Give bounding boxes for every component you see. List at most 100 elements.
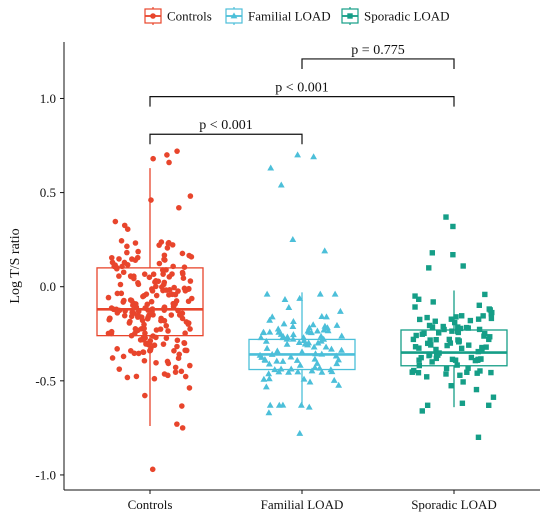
data-point — [117, 281, 124, 288]
data-point — [447, 340, 454, 346]
series-sporadic-load — [400, 214, 508, 440]
data-point — [149, 288, 156, 294]
data-point — [488, 315, 495, 322]
data-point — [289, 323, 297, 330]
data-point — [157, 326, 164, 332]
data-point — [141, 271, 148, 277]
data-point — [159, 267, 166, 273]
data-point — [313, 359, 321, 366]
data-point — [116, 256, 122, 262]
data-point — [165, 360, 172, 367]
data-point — [296, 429, 304, 436]
data-point — [121, 312, 128, 319]
data-point — [435, 352, 441, 358]
data-point — [181, 340, 188, 347]
data-point — [150, 271, 157, 278]
data-point — [290, 318, 297, 325]
data-point — [435, 330, 442, 336]
data-point — [284, 333, 291, 340]
data-point — [187, 278, 194, 284]
data-point — [158, 317, 164, 324]
legend: Controls Familial LOAD Sporadic LOAD — [144, 7, 450, 25]
data-point — [267, 164, 275, 171]
data-point — [486, 306, 492, 312]
data-point — [320, 335, 328, 342]
data-point — [453, 314, 459, 320]
data-point — [449, 356, 456, 363]
data-point — [336, 307, 344, 314]
y-tick-label: 1.0 — [40, 91, 56, 106]
p-value-label: p = 0.775 — [351, 43, 404, 58]
data-point — [265, 375, 273, 382]
data-point — [263, 344, 271, 351]
data-point — [127, 318, 133, 325]
data-point — [448, 316, 455, 322]
data-point — [257, 334, 265, 341]
data-point — [261, 356, 269, 363]
data-point — [147, 347, 153, 354]
data-point — [427, 337, 433, 343]
data-point — [290, 331, 297, 338]
data-point — [301, 340, 309, 347]
data-point — [137, 337, 144, 343]
data-point — [433, 355, 440, 362]
data-point — [443, 214, 449, 220]
data-point — [305, 403, 313, 410]
plot-area — [96, 148, 508, 473]
data-point — [309, 321, 317, 328]
data-point — [410, 336, 417, 343]
data-point — [321, 247, 329, 254]
data-point — [281, 296, 289, 303]
data-point — [118, 238, 125, 244]
data-point — [443, 371, 449, 377]
data-point — [455, 337, 461, 343]
data-point — [429, 359, 435, 365]
data-point — [294, 368, 302, 375]
comparison-bracket: p < 0.001 — [149, 81, 455, 107]
legend-label: Controls — [167, 9, 212, 24]
data-point — [259, 329, 267, 336]
comparison-bracket: p < 0.001 — [149, 118, 303, 145]
bracket-line — [149, 95, 455, 107]
data-point — [455, 329, 462, 336]
data-point — [155, 278, 162, 285]
data-point — [171, 348, 177, 354]
data-point — [446, 336, 452, 343]
data-point — [443, 365, 450, 372]
data-point — [489, 309, 495, 316]
data-point — [149, 466, 156, 473]
data-point — [277, 330, 285, 337]
data-point — [475, 434, 482, 440]
data-point — [148, 298, 155, 305]
data-point — [482, 330, 488, 337]
data-point — [428, 342, 434, 348]
data-point — [163, 335, 170, 341]
data-point — [170, 301, 177, 307]
data-point — [271, 366, 279, 373]
data-point — [457, 372, 463, 378]
data-point — [265, 409, 273, 416]
data-point — [263, 290, 271, 297]
data-point — [181, 264, 188, 270]
data-point — [295, 338, 303, 345]
data-point — [338, 332, 346, 339]
data-point — [477, 368, 483, 374]
data-point — [467, 317, 474, 324]
data-point — [174, 421, 180, 427]
data-point — [488, 369, 494, 376]
data-point — [266, 316, 274, 323]
data-point — [185, 321, 192, 327]
data-point — [168, 312, 175, 318]
data-point — [347, 13, 353, 19]
data-point — [328, 368, 336, 375]
data-point — [120, 299, 127, 305]
data-point — [433, 337, 439, 343]
data-point — [150, 333, 156, 339]
data-point — [289, 335, 297, 342]
legend-item-controls: Controls — [144, 7, 212, 25]
data-point — [413, 332, 419, 339]
data-point — [294, 151, 301, 158]
data-point — [143, 291, 150, 297]
data-point — [464, 369, 470, 375]
data-point — [160, 271, 166, 277]
